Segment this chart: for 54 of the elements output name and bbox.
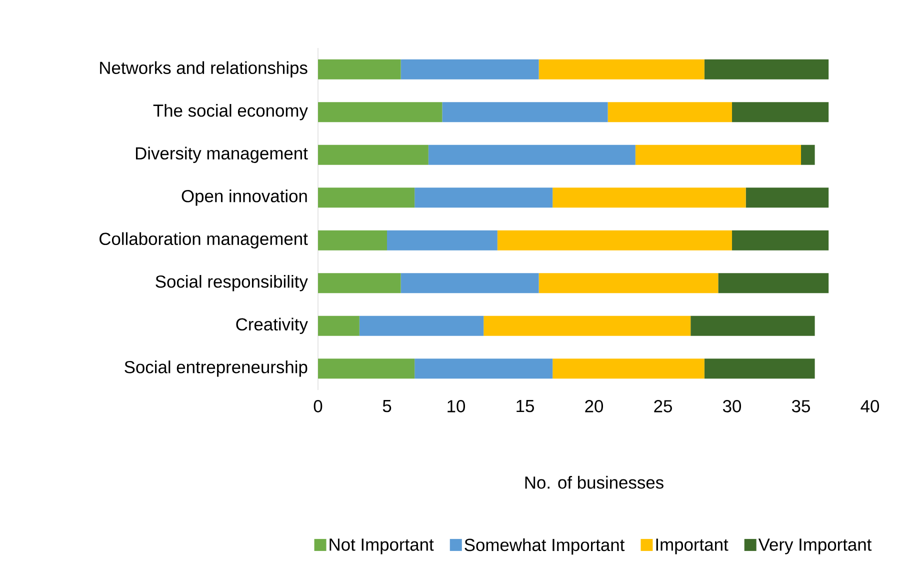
x-tick-label: 30	[722, 400, 742, 412]
y-tick-label: The social economy	[153, 104, 308, 120]
x-tick-label: 15	[516, 400, 534, 412]
y-tick-label: Open innovation	[182, 190, 307, 206]
bar	[428, 144, 636, 165]
bar	[552, 358, 704, 379]
legend-label: Somewhat Important	[464, 538, 625, 555]
bar	[704, 358, 815, 379]
bar	[318, 188, 415, 208]
bar	[387, 230, 498, 250]
x-tick-label: 5	[382, 400, 392, 412]
bar	[318, 273, 401, 294]
x-axis-title: No. of businesses	[525, 476, 664, 489]
bar	[704, 59, 829, 80]
bar	[318, 144, 428, 165]
x-tick-label: 10	[448, 400, 466, 412]
bar	[538, 273, 718, 294]
y-tick-label: Social entrepreneurship	[124, 360, 308, 377]
bar	[442, 102, 608, 122]
x-tick-label: 25	[654, 400, 672, 412]
y-tick-label: Collaboration management	[100, 232, 308, 249]
x-tick-label: 35	[792, 400, 810, 412]
x-tick-label: 40	[860, 400, 880, 412]
bar	[497, 230, 732, 250]
bar	[552, 188, 746, 208]
bar	[732, 230, 829, 250]
bar	[484, 316, 691, 336]
y-tick-label: Creativity	[236, 318, 308, 334]
bar	[318, 316, 360, 336]
bar	[635, 144, 802, 165]
x-tick-label: 0	[314, 400, 322, 412]
bar	[400, 59, 539, 80]
bar	[318, 230, 387, 250]
bar	[608, 102, 732, 122]
y-tick-label: Diversity management	[136, 146, 308, 164]
bar	[801, 144, 815, 165]
y-tick-label: Social responsibility	[156, 274, 308, 292]
bar	[400, 273, 539, 294]
bar	[732, 102, 829, 122]
bar	[318, 59, 401, 80]
bar	[318, 358, 415, 379]
legend-label: Important	[656, 538, 728, 554]
bar	[414, 358, 553, 379]
bar	[414, 188, 553, 208]
y-tick-label: Networks and relationships	[100, 61, 308, 78]
bar	[359, 316, 484, 336]
legend-label: Very Important	[758, 538, 872, 554]
bar	[690, 316, 815, 336]
bar	[538, 59, 704, 80]
x-tick-label: 20	[585, 400, 604, 412]
legend-label: Not Important	[330, 538, 434, 554]
bar	[718, 273, 829, 294]
bar	[318, 102, 442, 122]
bar	[746, 188, 829, 208]
